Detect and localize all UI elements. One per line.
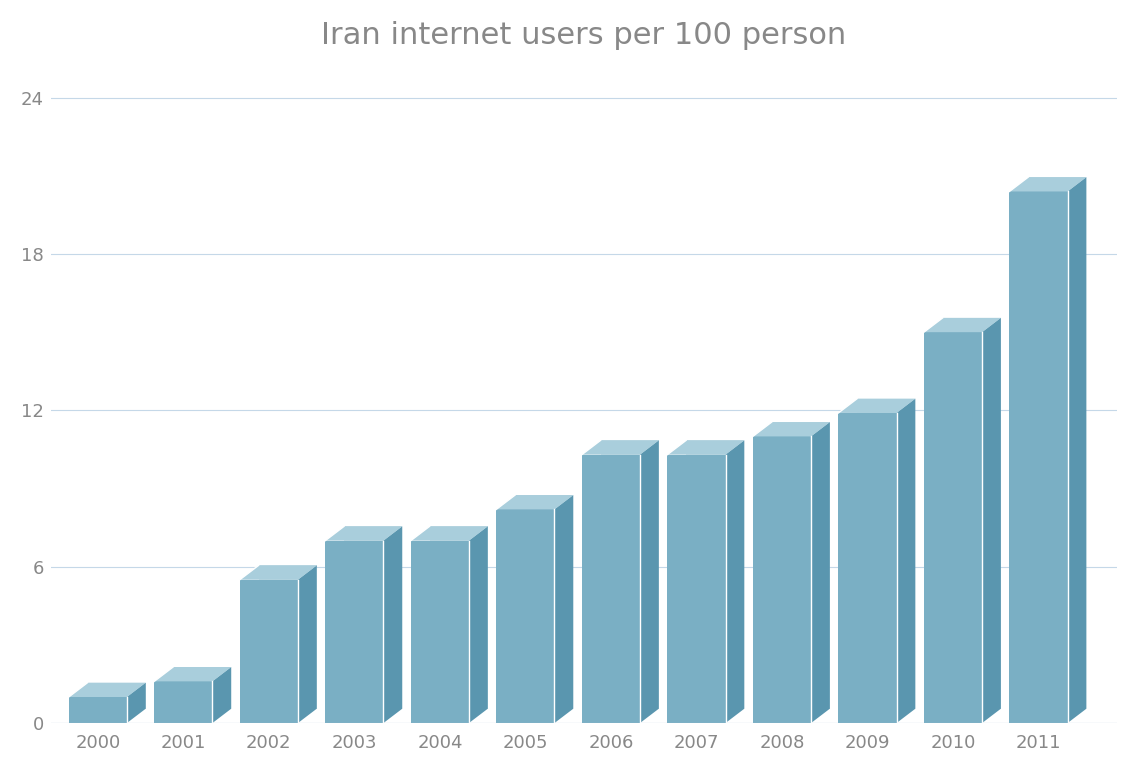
Polygon shape [924, 318, 1000, 332]
Polygon shape [554, 495, 574, 723]
Polygon shape [582, 441, 659, 455]
Polygon shape [344, 526, 402, 709]
Polygon shape [686, 441, 744, 709]
Polygon shape [155, 667, 231, 681]
Polygon shape [753, 437, 811, 723]
Polygon shape [68, 683, 146, 697]
Polygon shape [240, 580, 298, 723]
Polygon shape [411, 540, 469, 723]
Polygon shape [726, 441, 744, 723]
Polygon shape [430, 526, 488, 709]
Title: Iran internet users per 100 person: Iran internet users per 100 person [321, 21, 847, 49]
Polygon shape [839, 399, 915, 413]
Polygon shape [127, 683, 146, 723]
Polygon shape [1009, 192, 1067, 723]
Polygon shape [1067, 177, 1087, 723]
Polygon shape [173, 667, 231, 709]
Polygon shape [384, 526, 402, 723]
Polygon shape [924, 332, 982, 723]
Polygon shape [325, 540, 384, 723]
Polygon shape [298, 565, 316, 723]
Polygon shape [811, 422, 830, 723]
Polygon shape [496, 509, 554, 723]
Polygon shape [1029, 177, 1087, 709]
Polygon shape [496, 495, 574, 509]
Polygon shape [897, 399, 915, 723]
Polygon shape [753, 422, 830, 437]
Polygon shape [325, 526, 402, 540]
Polygon shape [68, 697, 127, 723]
Polygon shape [582, 455, 640, 723]
Polygon shape [601, 441, 659, 709]
Polygon shape [411, 526, 488, 540]
Polygon shape [516, 495, 574, 709]
Polygon shape [240, 565, 316, 580]
Polygon shape [772, 422, 830, 709]
Polygon shape [857, 399, 915, 709]
Polygon shape [258, 565, 316, 709]
Polygon shape [469, 526, 488, 723]
Polygon shape [982, 318, 1000, 723]
Polygon shape [667, 455, 726, 723]
Polygon shape [213, 667, 231, 723]
Polygon shape [942, 318, 1000, 709]
Polygon shape [640, 441, 659, 723]
Polygon shape [1009, 177, 1087, 192]
Polygon shape [88, 683, 146, 709]
Polygon shape [839, 413, 897, 723]
Polygon shape [155, 681, 213, 723]
Polygon shape [667, 441, 744, 455]
